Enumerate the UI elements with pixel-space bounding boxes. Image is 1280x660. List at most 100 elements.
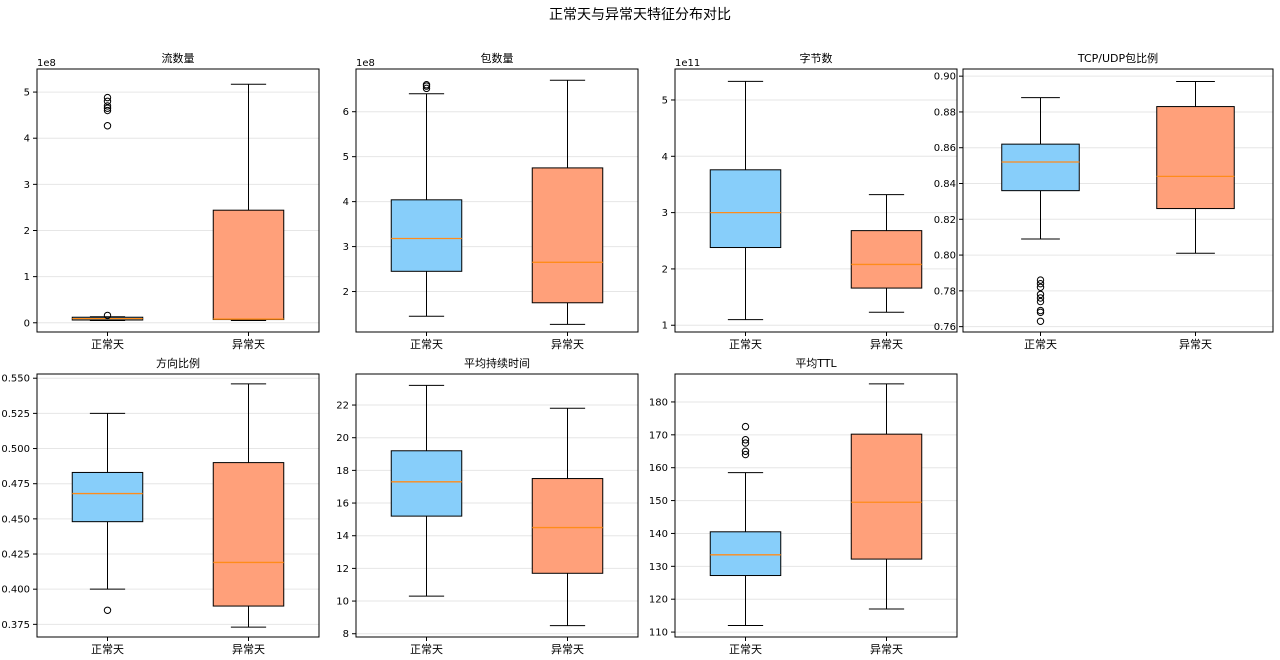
box-abnormal: [850, 194, 923, 313]
axes-frame: [674, 373, 958, 638]
y-tick-label: 0.78: [934, 286, 956, 297]
outlier-point: [741, 450, 750, 459]
subplot-7: 110 120 130 140 150 160 170 180 正常天 异常天 平均TTL: [649, 357, 958, 656]
iqr-box: [850, 230, 923, 289]
y-tick-label: 170: [649, 430, 668, 441]
x-tick-label: 异常天: [232, 643, 265, 656]
box-abnormal: [212, 383, 285, 628]
axes-frame: [355, 68, 639, 333]
y-tick-label: 0: [24, 318, 30, 329]
x-tick-label: 正常天: [410, 643, 443, 656]
y-tick-label: 0.76: [934, 322, 956, 333]
x-tick-label: 异常天: [870, 338, 903, 351]
outlier-point: [1036, 283, 1045, 291]
axis-offset-label: 1e11: [675, 58, 700, 69]
iqr-box: [709, 169, 782, 249]
y-tick-label: 22: [336, 401, 349, 412]
y-tick-label: 4: [343, 197, 349, 208]
outlier-point: [103, 102, 112, 110]
y-tick-label: 10: [336, 597, 349, 608]
y-tick-label: 150: [649, 496, 668, 507]
y-tick-label: 120: [649, 595, 668, 606]
subplot-5: 0.375 0.400 0.425 0.450 0.475 0.500 0.525 0.550…: [1, 356, 320, 656]
iqr-box: [1156, 106, 1235, 210]
y-tick-label: 4: [662, 152, 668, 163]
x-tick-label: 正常天: [410, 338, 443, 351]
box-normal: [390, 384, 463, 597]
y-tick-label: 0.82: [934, 215, 956, 226]
iqr-box: [531, 478, 604, 574]
iqr-box: [71, 471, 144, 523]
outlier-point: [103, 106, 112, 115]
y-tick-label: 130: [649, 562, 668, 573]
outlier-point: [741, 447, 750, 455]
outlier-point: [103, 606, 112, 614]
axes-frame: [36, 373, 320, 638]
box-normal: [709, 80, 782, 321]
iqr-box: [390, 199, 463, 272]
outlier-point: [741, 436, 750, 444]
axes-frame: [355, 373, 639, 638]
subplot-4: 0.76 0.78 0.80 0.82 0.84 0.86 0.88 0.90 正常天 异常天 TC…: [934, 51, 1274, 351]
x-tick-label: 正常天: [729, 643, 762, 656]
axis-offset-label: 1e8: [356, 58, 375, 69]
axes-frame: [962, 68, 1274, 333]
box-abnormal: [531, 79, 604, 325]
subplot-title: 平均TTL: [795, 357, 837, 370]
y-tick-label: 0.80: [934, 251, 956, 262]
y-tick-label: 0.90: [934, 72, 956, 83]
y-tick-label: 0.500: [1, 444, 30, 455]
y-tick-label: 0.475: [1, 479, 30, 490]
y-tick-label: 180: [649, 397, 668, 408]
axis-offset-label: 1e8: [37, 58, 56, 69]
axes-frame: [674, 68, 958, 333]
y-tick-label: 140: [649, 529, 668, 540]
y-tick-label: 5: [24, 88, 30, 99]
outlier-point: [103, 93, 112, 102]
y-tick-label: 1: [662, 321, 668, 332]
box-abnormal: [212, 83, 285, 321]
y-tick-label: 2: [343, 287, 349, 298]
box-normal: [71, 93, 144, 321]
x-tick-label: 异常天: [551, 338, 584, 351]
box-normal: [390, 81, 463, 317]
y-tick-label: 2: [24, 226, 30, 237]
outlier-point: [422, 81, 431, 89]
outlier-point: [1036, 276, 1045, 284]
y-tick-label: 3: [343, 242, 349, 253]
outlier-point: [741, 439, 750, 447]
y-tick-label: 8: [343, 629, 349, 640]
y-tick-label: 0.425: [1, 550, 30, 561]
y-tick-label: 20: [336, 433, 349, 444]
y-tick-label: 18: [336, 466, 349, 477]
y-tick-label: 16: [336, 499, 349, 510]
subplot-title: TCP/UDP包比例: [1077, 51, 1158, 65]
y-tick-label: 0.84: [934, 179, 956, 190]
y-tick-label: 3: [662, 208, 668, 219]
iqr-box: [390, 450, 463, 517]
box-normal: [71, 412, 144, 614]
y-tick-label: 0.88: [934, 107, 956, 118]
axes-frame: [36, 68, 320, 333]
x-tick-label: 异常天: [870, 643, 903, 656]
y-tick-label: 0.525: [1, 409, 30, 420]
outlier-point: [103, 122, 112, 130]
box-normal: [1001, 97, 1080, 325]
outlier-point: [1036, 306, 1045, 315]
x-tick-label: 异常天: [1179, 338, 1212, 351]
y-tick-label: 0.86: [934, 143, 956, 154]
iqr-box: [1001, 143, 1080, 192]
outlier-point: [1036, 279, 1045, 288]
subplot-3: 1 2 3 4 5 正常天 异常天 字节数 1e11: [662, 51, 958, 351]
x-tick-label: 正常天: [91, 643, 124, 656]
outlier-point: [103, 311, 112, 320]
box-abnormal: [1156, 81, 1235, 254]
subplot-title: 方向比例: [156, 356, 200, 370]
box-abnormal: [531, 407, 604, 627]
y-tick-label: 2: [662, 264, 668, 275]
y-tick-label: 0.375: [1, 620, 30, 631]
subplot-title: 包数量: [481, 52, 514, 65]
x-tick-label: 异常天: [232, 338, 265, 351]
subplot-title: 流数量: [162, 51, 195, 65]
iqr-box: [212, 462, 285, 607]
